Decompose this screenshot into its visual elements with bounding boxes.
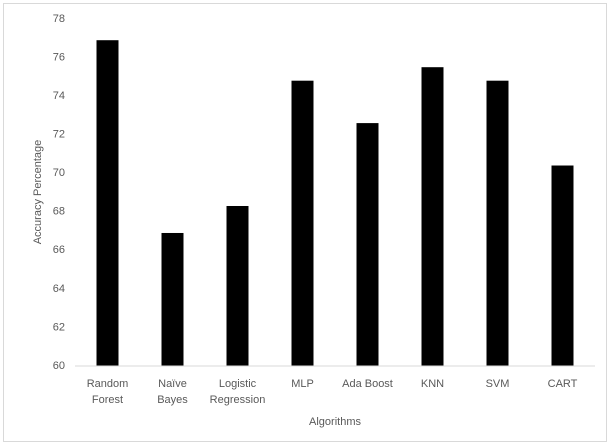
y-tick-label: 62 [53, 321, 65, 333]
y-tick-label: 76 [53, 51, 65, 63]
chart-border [3, 3, 607, 442]
x-tick-label: Logistic Regression [209, 378, 266, 406]
x-tick-label: Naïve Bayes [157, 378, 188, 406]
y-tick-label: 68 [53, 206, 65, 218]
bar [161, 232, 184, 366]
y-axis-title: Accuracy Percentage [32, 140, 44, 245]
bar [226, 205, 249, 366]
y-tick-label: 72 [53, 129, 65, 141]
bar [421, 67, 444, 366]
y-tick-label: 60 [53, 360, 65, 372]
bar [486, 80, 509, 366]
bar [291, 80, 314, 366]
y-tick-label: 74 [53, 90, 65, 102]
x-tick-label: CART [547, 378, 578, 390]
bar [356, 123, 379, 366]
y-tick-label: 70 [53, 167, 65, 179]
y-tick-label: 78 [53, 13, 65, 25]
x-tick-label: KNN [420, 378, 445, 390]
x-axis-title: Algorithms [309, 416, 361, 428]
bar [96, 40, 119, 366]
y-tick-label: 64 [53, 283, 65, 295]
y-tick-label: 66 [53, 244, 65, 256]
x-tick-label: MLP [291, 378, 314, 390]
bar [551, 165, 574, 366]
x-tick-label: SVM [485, 378, 510, 390]
x-tick-label: Ada Boost [342, 378, 393, 390]
x-tick-label: Random Forest [86, 378, 129, 406]
